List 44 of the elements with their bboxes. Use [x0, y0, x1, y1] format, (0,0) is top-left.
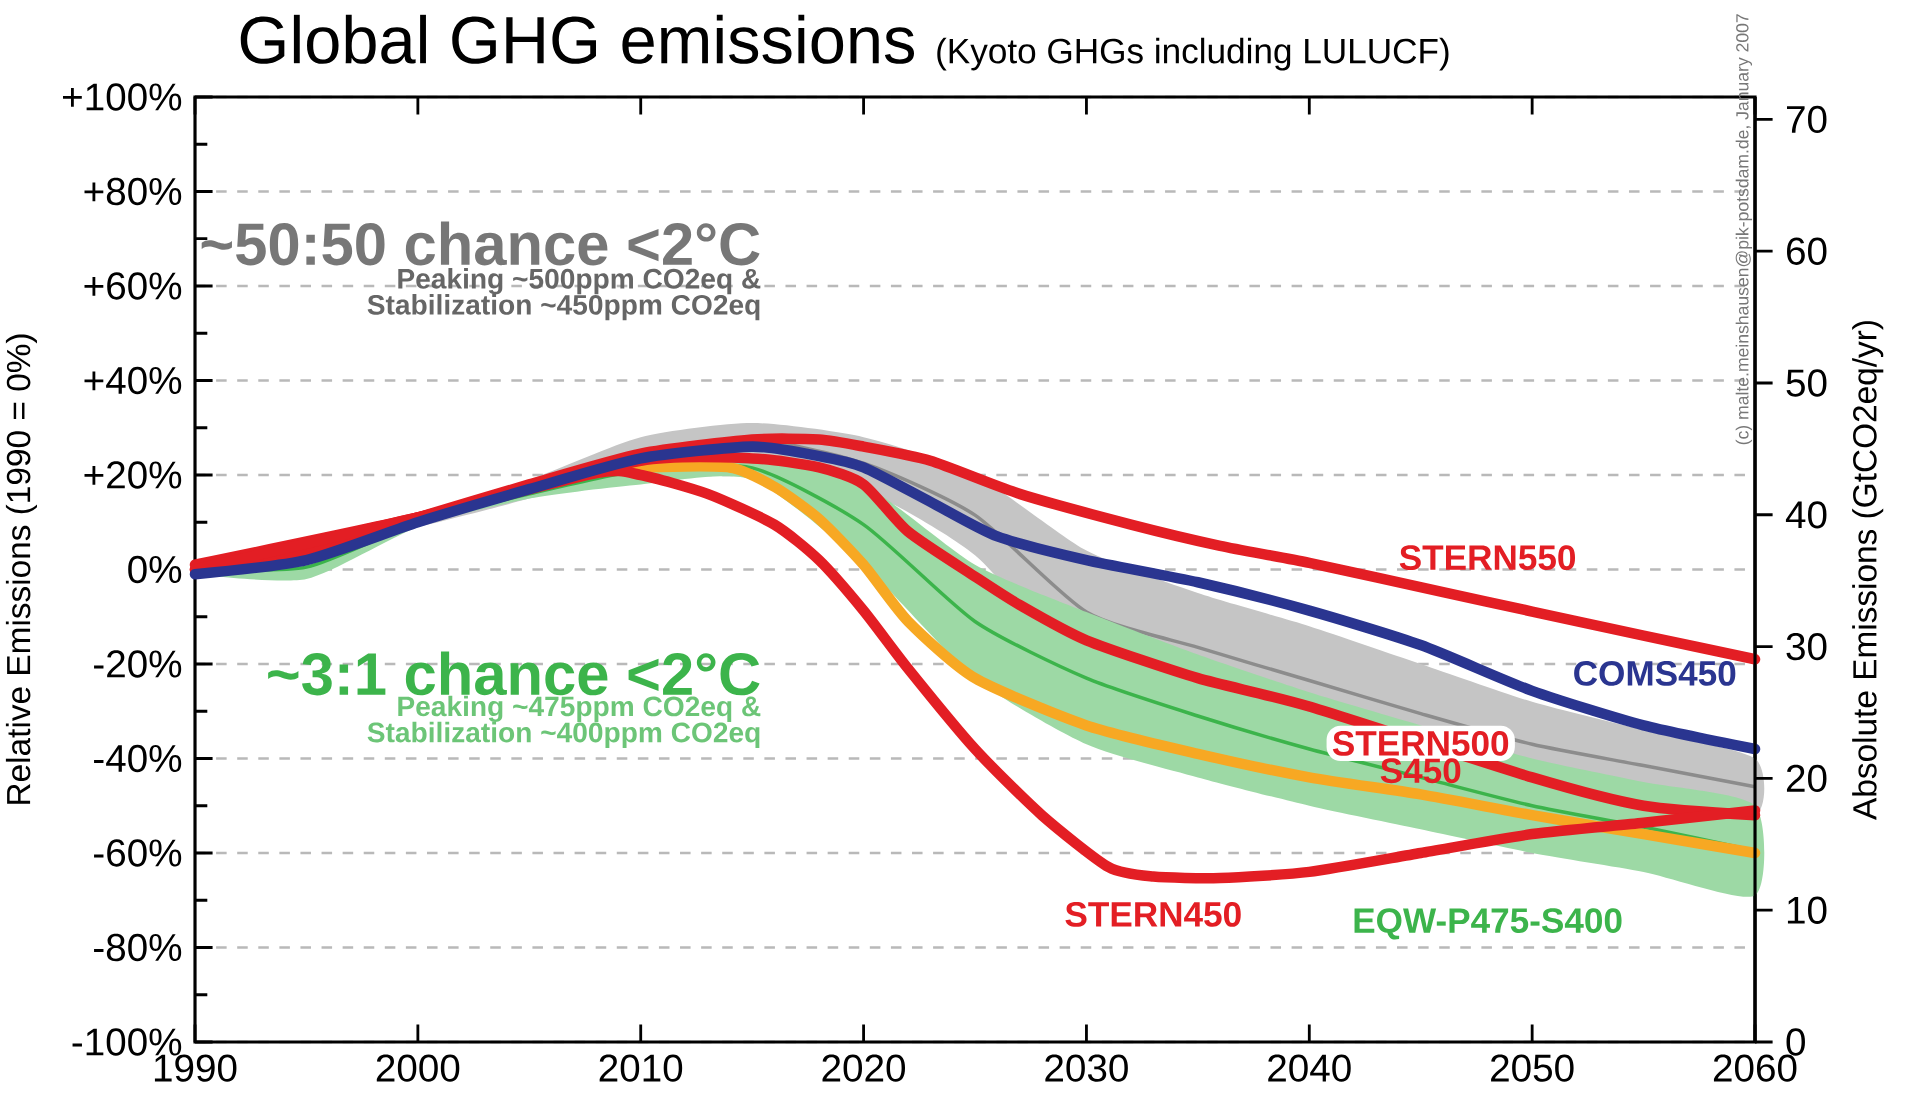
x-tick-label: 2040: [1268, 1054, 1351, 1082]
x-tick-label: 2020: [822, 1054, 906, 1082]
text: EQW-P475-S400: [1354, 908, 1622, 940]
annotation: ~50:50 chance <2°C: [201, 221, 760, 266]
y-tick-label: +40%: [84, 366, 182, 395]
y2-tick-label: 0: [1786, 1028, 1805, 1056]
series-label: STERN500: [1332, 730, 1509, 756]
series-label: COMS450: [1574, 661, 1736, 686]
y-tick-label: -60%: [94, 839, 182, 867]
y-tick-label: -80%: [94, 933, 182, 962]
series-label: STERN550: [1399, 545, 1576, 571]
y2-tick-label: 70: [1787, 105, 1827, 134]
x-tick-label: 2050: [1491, 1054, 1574, 1082]
y2-tick-label: 60: [1787, 237, 1827, 265]
x-tick-label: 2000: [376, 1054, 460, 1082]
annotation: Stabilization ~450ppm CO2eq: [367, 294, 760, 321]
annotation: (c) malte.meinshausen@pik-potsdam.de, January 2007: [1735, 14, 1753, 445]
series-label: STERN450: [1065, 901, 1241, 927]
y-tick-label: +80%: [84, 177, 182, 206]
x-tick-label: 2030: [1045, 1054, 1128, 1082]
y-axis-title: Relative Emissions (1990 = 0%): [5, 334, 37, 804]
y2-tick-label: 20: [1786, 764, 1827, 793]
annotation: Peaking ~475ppm CO2eq &: [398, 695, 761, 723]
x-tick-label: 1990: [154, 1054, 237, 1082]
y2-axis-title: Absolute Emissions (GtCO2eq/yr): [1852, 321, 1884, 820]
y-tick-label: +60%: [84, 272, 182, 300]
y-tick-label: +100%: [63, 83, 182, 111]
chart-subtitle: (Kyoto GHGs including LULUCF): [937, 37, 1449, 71]
y-tick-label: -100%: [72, 1028, 182, 1056]
x-tick-label: 2060: [1713, 1054, 1797, 1082]
y2-tick-label: 10: [1787, 896, 1827, 924]
y-tick-label: -20%: [94, 650, 182, 678]
y2-tick-label: 40: [1785, 501, 1827, 529]
annotation: ~3:1 chance <2°C: [268, 651, 760, 696]
y-tick-label: -40%: [94, 744, 182, 773]
annotation: S450: [1380, 758, 1461, 784]
annotation: Stabilization ~400ppm CO2eq: [367, 721, 760, 748]
annotation: Peaking ~500ppm CO2eq &: [398, 268, 761, 295]
x-tick-label: 2010: [599, 1054, 683, 1082]
chart-title: Global GHG emissions: [240, 14, 915, 64]
y-tick-label: +20%: [84, 461, 182, 489]
y2-tick-label: 30: [1786, 632, 1827, 661]
y2-tick-label: 50: [1786, 369, 1827, 397]
y-tick-label: 0%: [128, 555, 182, 584]
